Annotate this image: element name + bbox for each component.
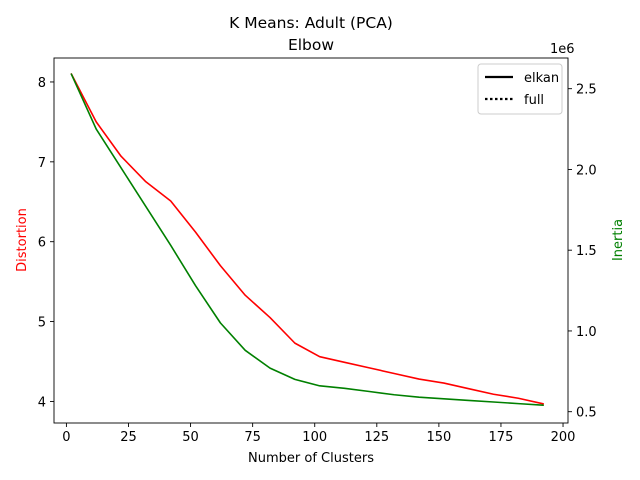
- y-axis-left-ticks: 4 5 6 7 8: [38, 76, 54, 410]
- x-axis-ticks: 0 25 50 75 100 125 150 175 200: [62, 423, 575, 445]
- legend-label-elkan: elkan: [524, 71, 559, 86]
- x-tick-label: 200: [551, 430, 576, 445]
- series-lines: [70, 73, 544, 407]
- chart-title-line2: Elbow: [288, 36, 334, 54]
- y-right-tick-label: 0.5: [576, 406, 597, 421]
- x-tick-label: 25: [120, 430, 137, 445]
- plot-frame: [53, 57, 569, 424]
- x-tick-label: 0: [62, 430, 70, 445]
- y-left-tick-label: 8: [38, 76, 46, 91]
- x-axis-label: Number of Clusters: [248, 451, 374, 466]
- y-right-tick-label: 1.5: [576, 244, 597, 259]
- y-right-tick-label: 2.5: [576, 83, 597, 98]
- x-tick-label: 50: [182, 430, 199, 445]
- x-tick-label: 100: [302, 430, 327, 445]
- right-axis-multiplier: 1e6: [550, 42, 575, 57]
- y-left-tick-label: 4: [38, 395, 46, 410]
- x-tick-label: 125: [364, 430, 389, 445]
- series-line-distortion: [70, 73, 544, 405]
- legend-label-full: full: [524, 93, 544, 108]
- y-axis-left-label: Distortion: [15, 208, 30, 272]
- y-left-tick-label: 5: [38, 316, 46, 331]
- y-left-tick-label: 7: [38, 156, 46, 171]
- y-axis-right-label: Inertia: [611, 219, 626, 261]
- y-axis-right-ticks: 0.5 1.0 1.5 2.0 2.5: [568, 83, 597, 421]
- series-line-inertia: [70, 73, 544, 407]
- x-tick-label: 150: [426, 430, 451, 445]
- y-right-tick-label: 2.0: [576, 163, 597, 178]
- x-tick-label: 75: [244, 430, 261, 445]
- x-tick-label: 175: [489, 430, 514, 445]
- y-right-tick-label: 1.0: [576, 325, 597, 340]
- legend: elkan full: [477, 63, 563, 115]
- y-left-tick-label: 6: [38, 236, 46, 251]
- chart-title-line1: K Means: Adult (PCA): [229, 14, 393, 32]
